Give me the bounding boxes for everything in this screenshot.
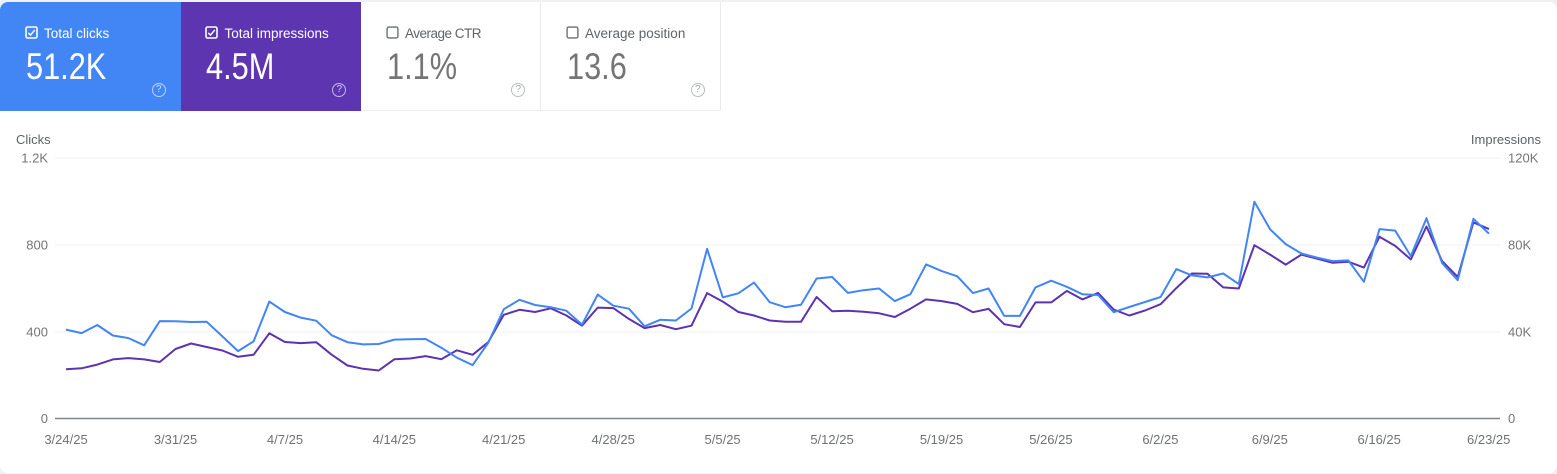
svg-text:6/23/25: 6/23/25 bbox=[1467, 432, 1510, 447]
svg-text:1.2K: 1.2K bbox=[21, 151, 48, 166]
svg-text:40K: 40K bbox=[1508, 325, 1531, 340]
svg-text:0: 0 bbox=[1508, 411, 1515, 426]
svg-text:5/5/25: 5/5/25 bbox=[705, 432, 741, 447]
svg-text:400: 400 bbox=[26, 325, 48, 340]
svg-text:4/28/25: 4/28/25 bbox=[592, 432, 635, 447]
svg-text:Clicks: Clicks bbox=[16, 132, 51, 147]
svg-text:800: 800 bbox=[26, 238, 48, 253]
svg-text:3/31/25: 3/31/25 bbox=[154, 432, 197, 447]
svg-text:0: 0 bbox=[41, 411, 48, 426]
svg-text:5/12/25: 5/12/25 bbox=[810, 432, 853, 447]
svg-text:80K: 80K bbox=[1508, 238, 1531, 253]
svg-text:6/16/25: 6/16/25 bbox=[1358, 432, 1401, 447]
svg-text:Impressions: Impressions bbox=[1471, 132, 1542, 147]
svg-text:4/7/25: 4/7/25 bbox=[267, 432, 303, 447]
svg-text:6/2/25: 6/2/25 bbox=[1142, 432, 1178, 447]
svg-text:4/14/25: 4/14/25 bbox=[373, 432, 416, 447]
svg-text:120K: 120K bbox=[1508, 151, 1539, 166]
svg-text:4/21/25: 4/21/25 bbox=[482, 432, 525, 447]
svg-text:5/26/25: 5/26/25 bbox=[1029, 432, 1072, 447]
svg-text:5/19/25: 5/19/25 bbox=[920, 432, 963, 447]
svg-text:6/9/25: 6/9/25 bbox=[1252, 432, 1288, 447]
svg-text:3/24/25: 3/24/25 bbox=[44, 432, 87, 447]
